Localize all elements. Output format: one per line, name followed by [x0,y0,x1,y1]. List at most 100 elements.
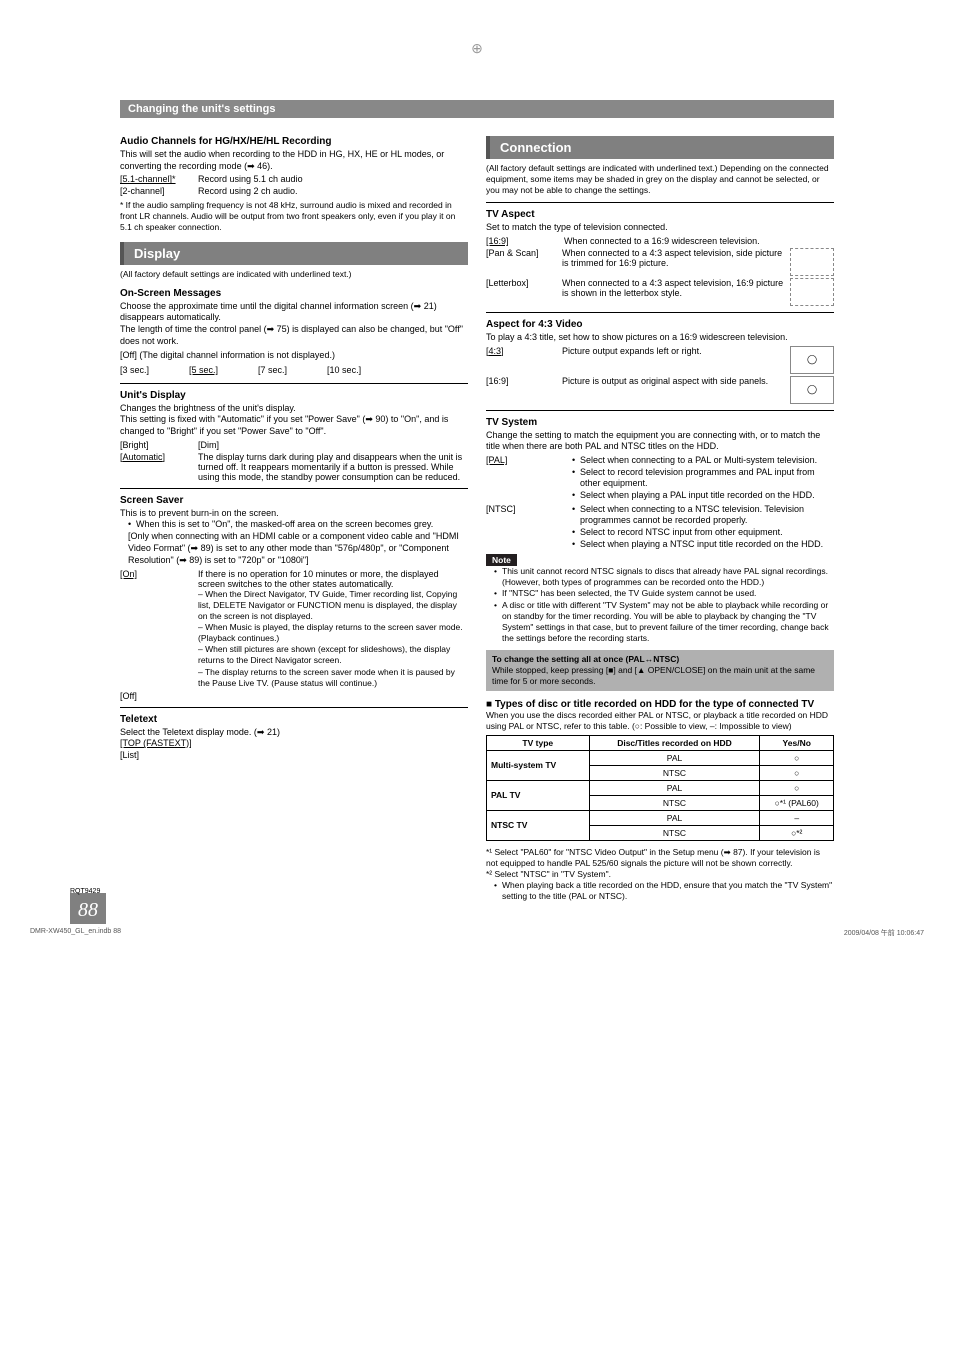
display-factory-note: (All factory default settings are indica… [120,269,468,280]
display-bar: Display [120,242,468,265]
saver-off-key: [Off] [120,691,190,701]
unit-auto-key: [Automatic] [120,452,190,482]
aspect-43-illustration: ◯ [790,346,834,374]
unit-bright: [Bright] [120,440,190,450]
tvsystem-f3: When playing back a title recorded on th… [494,880,834,902]
r4c1: PAL [589,810,760,825]
r3c2: ○*¹ (PAL60) [760,795,834,810]
tv-type-table: TV type Disc/Titles recorded on HDD Yes/… [486,735,834,841]
left-column: Audio Channels for HG/HX/HE/HL Recording… [120,136,468,902]
page-header: Changing the unit's settings [120,100,834,118]
ntsc-2: Select to record NTSC input from other e… [572,527,834,539]
th1: TV type [487,735,590,750]
tvsystem-n1: This unit cannot record NTSC signals to … [494,566,834,588]
osm-t4: [10 sec.] [327,365,361,377]
osm-off: [Off] (The digital channel information i… [120,350,468,362]
r2c0: PAL TV [491,790,520,800]
pal-1: Select when connecting to a PAL or Multi… [572,455,834,467]
r1c2: ○ [760,765,834,780]
tvsystem-n3: A disc or title with different "TV Syste… [494,600,834,644]
aspect43-169-key: [16:9] [486,376,556,386]
right-column: Connection (All factory default settings… [486,136,834,902]
r2c1: PAL [589,780,760,795]
th2: Disc/Titles recorded on HDD [589,735,760,750]
pan-scan-illustration [790,248,834,276]
tvsystem-title: TV System [486,417,834,428]
footer-right: 2009/04/08 午前 10:06:47 [844,928,924,938]
r0c0: Multi-system TV [491,760,556,770]
tvsystem-desc: Change the setting to match the equipmen… [486,430,834,453]
ntsc-3: Select when playing a NTSC input title r… [572,539,834,551]
r3c1: NTSC [589,795,760,810]
r4c2: – [760,810,834,825]
saver-l1: – When the Direct Navigator, TV Guide, T… [198,589,468,622]
r0c1: PAL [589,750,760,765]
tvaspect-lb-val: When connected to a 4:3 aspect televisio… [562,278,784,298]
unit-auto-val: The display turns dark during play and d… [198,452,468,482]
osm-t2: [5 sec.] [189,365,218,377]
tvaspect-169-val: When connected to a 16:9 widescreen tele… [564,236,834,246]
connection-factory: (All factory default settings are indica… [486,163,834,196]
unit-display-desc: Changes the brightness of the unit's dis… [120,403,468,438]
aspect43-title: Aspect for 4:3 Video [486,319,834,330]
saver-d1: This is to prevent burn-in on the screen… [120,508,468,520]
page-number: 88 [72,899,104,921]
aspect43-43-key: [4:3] [486,346,556,356]
unit-dim: [Dim] [198,440,468,450]
tvaspect-desc: Set to match the type of television conn… [486,222,834,234]
table-desc: When you use the discs recorded either P… [486,710,834,732]
saver-b1: When this is set to "On", the masked-off… [128,519,468,531]
teletext-o2: [List] [120,750,468,762]
aspect43-43-val: Picture output expands left or right. [562,346,784,356]
letterbox-illustration [790,278,834,306]
tvaspect-ps-key: [Pan & Scan] [486,248,556,258]
aspect-169-illustration: ◯ [790,376,834,404]
saver-l4: – The display returns to the screen save… [198,667,468,689]
audio-opt1-key: [5.1-channel]* [120,174,190,184]
audio-opt2-key: [2-channel] [120,186,190,196]
r5c1: NTSC [589,825,760,840]
table-title: ■ Types of disc or title recorded on HDD… [486,699,834,710]
saver-note: [Only when connecting with an HDMI cable… [120,531,468,566]
tvaspect-169-key: [16:9] [486,236,556,246]
aspect43-desc: To play a 4:3 title, set how to show pic… [486,332,834,344]
aspect43-169-val: Picture is output as original aspect wit… [562,376,784,386]
r0c2: ○ [760,750,834,765]
tvsystem-ntsc-key: [NTSC] [486,504,556,551]
saver-l3: – When still pictures are shown (except … [198,644,468,666]
tvaspect-ps-val: When connected to a 4:3 aspect televisio… [562,248,784,268]
ntsc-1: Select when connecting to a NTSC televis… [572,504,834,527]
tvsystem-f1: *¹ Select "PAL60" for "NTSC Video Output… [486,847,834,869]
page-number-box: RQT9429 88 [70,888,106,924]
footer: DMR-XW450_GL_en.indb 88 2009/04/08 午前 10… [30,928,924,938]
tvaspect-lb-key: [Letterbox] [486,278,556,288]
pal-2: Select to record television programmes a… [572,467,834,490]
teletext-o1: [TOP (FASTEXT)] [120,738,468,750]
audio-footnote: * If the audio sampling frequency is not… [120,200,468,233]
audio-channels-desc: This will set the audio when recording t… [120,149,468,172]
th3: Yes/No [760,735,834,750]
osm-d2: The length of time the control panel (➡ … [120,324,468,347]
teletext-title: Teletext [120,714,468,725]
footer-left: DMR-XW450_GL_en.indb 88 [30,928,121,938]
tvsystem-n2: If "NTSC" has been selected, the TV Guid… [494,588,834,599]
audio-opt1-val: Record using 5.1 ch audio [198,174,468,184]
audio-channels-title: Audio Channels for HG/HX/HE/HL Recording [120,136,468,147]
change-body: While stopped, keep pressing [■] and [▲ … [492,665,815,686]
note-label: Note [486,554,517,566]
tvsystem-f2: *² Select "NTSC" in "TV System". [486,869,834,880]
osm-d1: Choose the approximate time until the di… [120,301,468,324]
saver-on-key: [On] [120,569,190,688]
r2c2: ○ [760,780,834,795]
saver-on-val: If there is no operation for 10 minutes … [198,569,468,589]
r4c0: NTSC TV [491,820,527,830]
saver-l2: – When Music is played, the display retu… [198,622,468,644]
connection-bar: Connection [486,136,834,159]
saver-title: Screen Saver [120,495,468,506]
tvsystem-pal-key: [PAL] [486,455,556,502]
r1c1: NTSC [589,765,760,780]
r5c2: ○*² [760,825,834,840]
change-title: To change the setting all at once (PAL↔N… [492,654,679,664]
teletext-desc: Select the Teletext display mode. (➡ 21) [120,727,468,739]
osm-t1: [3 sec.] [120,365,149,377]
